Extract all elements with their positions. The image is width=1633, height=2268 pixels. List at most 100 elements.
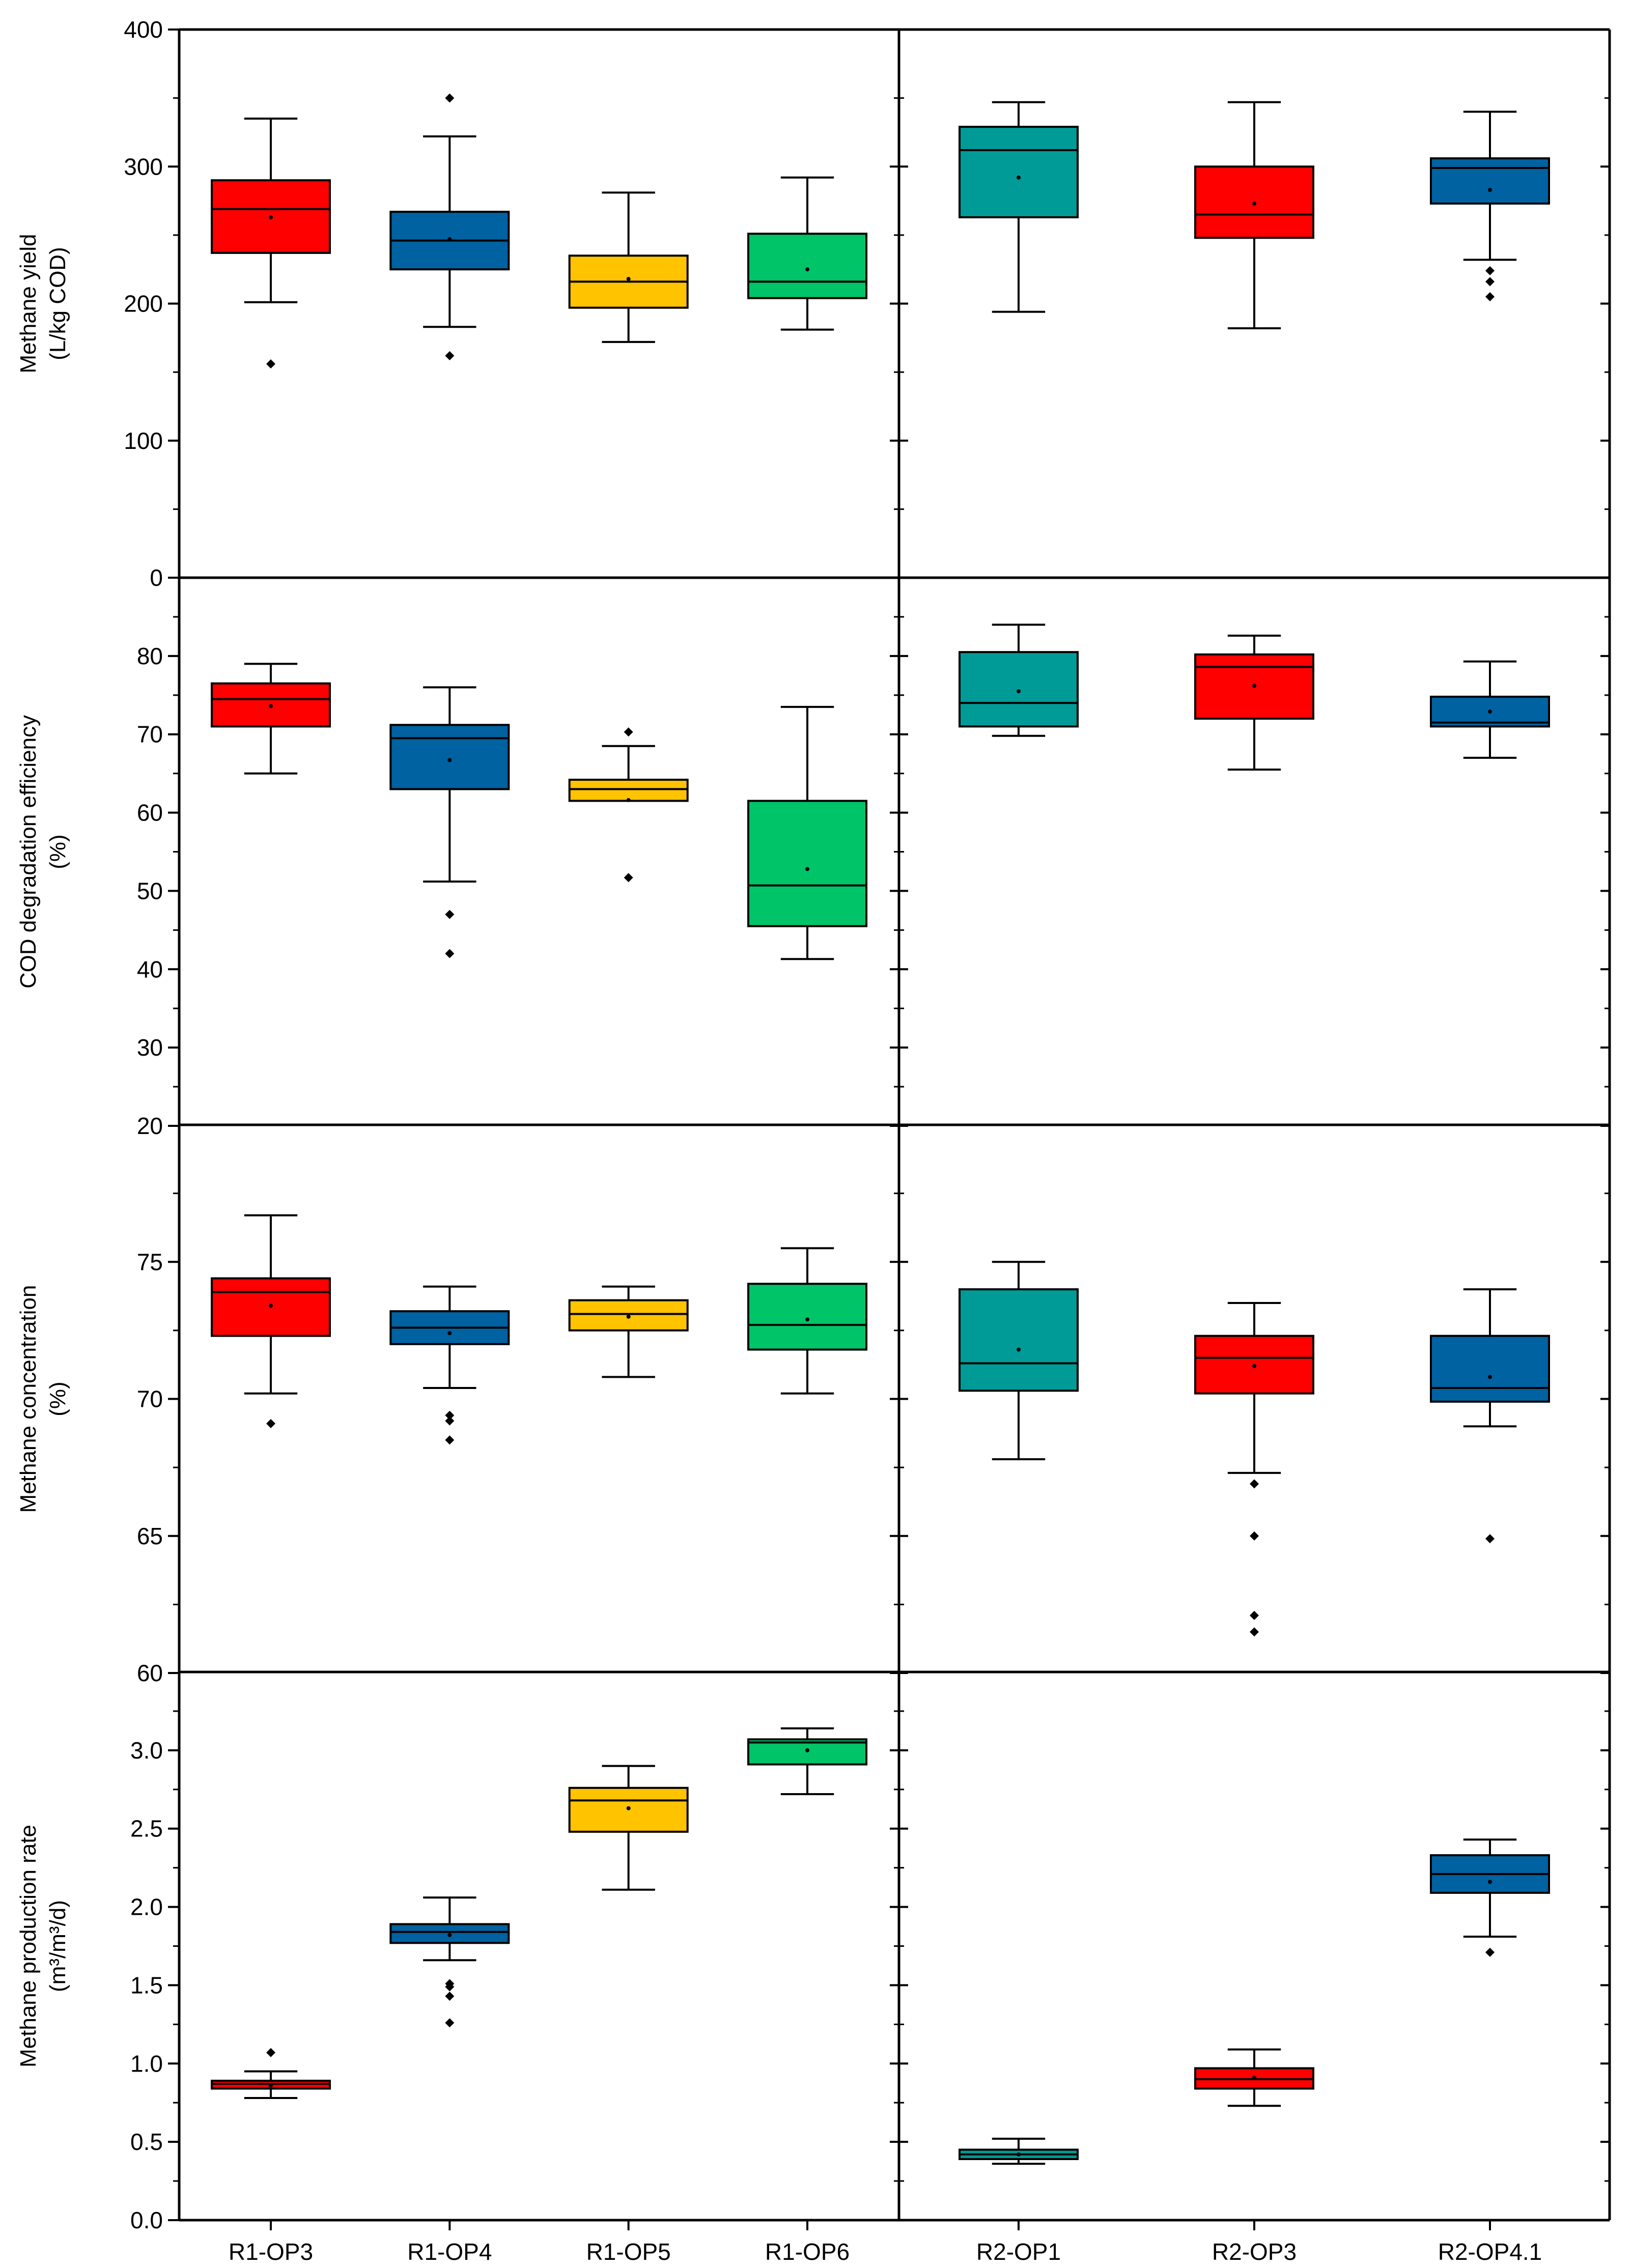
y-tick-label: 30 (137, 1034, 163, 1061)
outlier-point (445, 1416, 455, 1426)
box-R1-OP6 (747, 1247, 867, 1395)
y-axis-label: Methane production rate (m³/m³/d) (16, 1825, 70, 2067)
box-R1-OP6 (747, 705, 867, 960)
y-tick-label: 60 (137, 800, 163, 826)
mean-marker (1488, 1880, 1492, 1884)
outlier-point (1250, 1531, 1259, 1541)
y-tick-label: 0.0 (130, 2207, 163, 2233)
box-R2-OP3 (1194, 101, 1314, 329)
x-tick-label-R2-OP3: R2-OP3 (1212, 2238, 1297, 2265)
panel-methane-concentration: 60 65 70 75 Methane concentration (%) (16, 1123, 1611, 1686)
outlier-point (445, 1991, 455, 2001)
box-R1-OP5 (568, 727, 689, 883)
y-tick-label: 60 (137, 1660, 163, 1686)
box-R1-OP4 (389, 1285, 510, 1445)
outlier-point (1250, 1479, 1259, 1489)
box-R2-OP4.1 (1430, 1288, 1550, 1544)
y-tick-label: 2.0 (130, 1894, 163, 1920)
box-iqr (389, 724, 510, 790)
box-R1-OP6 (747, 176, 867, 331)
outlier-point (445, 910, 455, 919)
panel-methane-yield: 0 100 200 300 400 Methane yield (L/kg COD) (16, 16, 1611, 591)
outlier-point (445, 351, 455, 360)
mean-marker (805, 267, 809, 272)
box-R2-OP4.1 (1430, 110, 1550, 302)
y-tick-label: 400 (124, 16, 163, 43)
x-tick-label-R1-OP3: R1-OP3 (229, 2238, 313, 2265)
box-R2-OP1 (959, 1261, 1079, 1460)
y-tick-label: 0.5 (130, 2129, 163, 2155)
box-R1-OP6 (747, 1727, 867, 1796)
box-R1-OP3 (211, 663, 331, 775)
mean-marker (1252, 1364, 1256, 1368)
box-iqr (747, 800, 867, 927)
mean-marker (447, 1331, 452, 1336)
y-axis-label: COD degradation efficiency (%) (16, 715, 70, 988)
y-tick-label: 40 (137, 956, 163, 982)
y-tick-label: 300 (124, 153, 163, 180)
box-R2-OP4.1 (1430, 1838, 1550, 1957)
box-R2-OP1 (959, 101, 1079, 313)
y-axis-label: Methane yield (L/kg COD) (16, 234, 70, 374)
outlier-point (266, 359, 275, 368)
outlier-point (624, 873, 633, 883)
outlier-point (1485, 266, 1495, 275)
y-axis-label-line: Methane concentration (16, 1285, 41, 1513)
mean-marker (269, 704, 273, 708)
mean-marker (447, 1933, 452, 1937)
box-R1-OP3 (211, 118, 331, 368)
box-R1-OP5 (568, 191, 689, 343)
box-R1-OP3 (211, 2048, 331, 2099)
outlier-point (445, 949, 455, 958)
box-R1-OP4 (389, 93, 510, 360)
mean-marker (626, 277, 631, 281)
y-tick-label: 3.0 (130, 1737, 163, 1764)
mean-marker (1017, 689, 1021, 694)
outlier-point (1485, 1534, 1495, 1544)
mean-marker (805, 1748, 809, 1752)
box-R1-OP4 (389, 686, 510, 958)
mean-marker (1488, 188, 1492, 192)
mean-marker (1252, 684, 1256, 688)
box-R1-OP5 (568, 1285, 689, 1378)
box-R2-OP3 (1194, 634, 1314, 771)
mean-marker (1252, 2075, 1256, 2080)
outlier-point (1250, 1610, 1259, 1620)
y-axis-label-line: Methane production rate (16, 1825, 41, 2067)
mean-marker (1252, 201, 1256, 206)
y-tick-label: 2.5 (130, 1816, 163, 1842)
y-tick-label: 70 (137, 1386, 163, 1412)
box-iqr (959, 1288, 1079, 1392)
outlier-point (445, 1410, 455, 1420)
outlier-point (445, 2018, 455, 2028)
box-R2-OP4.1 (1430, 660, 1550, 759)
y-tick-label: 70 (137, 721, 163, 748)
mean-marker (269, 1303, 273, 1308)
outlier-point (1485, 292, 1495, 302)
outlier-point (445, 1982, 455, 1992)
box-R2-OP3 (1194, 1302, 1314, 1637)
outlier-point (266, 2048, 275, 2057)
y-tick-label: 75 (137, 1249, 163, 1275)
y-axis-label-line: (%) (45, 1381, 70, 1416)
mean-marker (626, 798, 631, 802)
panel-cod-degradation: 20 30 40 50 60 70 80 COD degradation efficiency… (16, 576, 1611, 1139)
mean-marker (1017, 175, 1021, 180)
y-axis-label-line: (%) (45, 834, 70, 869)
y-axis-label-line: (L/kg COD) (45, 247, 70, 360)
x-tick-label-R2-OP1: R2-OP1 (976, 2238, 1061, 2265)
y-tick-label: 65 (137, 1523, 163, 1549)
box-iqr (747, 1283, 867, 1351)
x-tick-label-R1-OP5: R1-OP5 (586, 2238, 671, 2265)
box-R2-OP1 (959, 2137, 1079, 2165)
x-tick-label-R2-OP4.1: R2-OP4.1 (1438, 2238, 1542, 2265)
mean-marker (626, 1314, 631, 1319)
y-tick-label: 1.5 (130, 1972, 163, 1998)
y-tick-label: 80 (137, 643, 163, 669)
outlier-point (1485, 1947, 1495, 1957)
mean-marker (447, 237, 452, 241)
outlier-point (624, 727, 633, 737)
box-R1-OP5 (568, 1765, 689, 1891)
box-R1-OP4 (389, 1896, 510, 2028)
